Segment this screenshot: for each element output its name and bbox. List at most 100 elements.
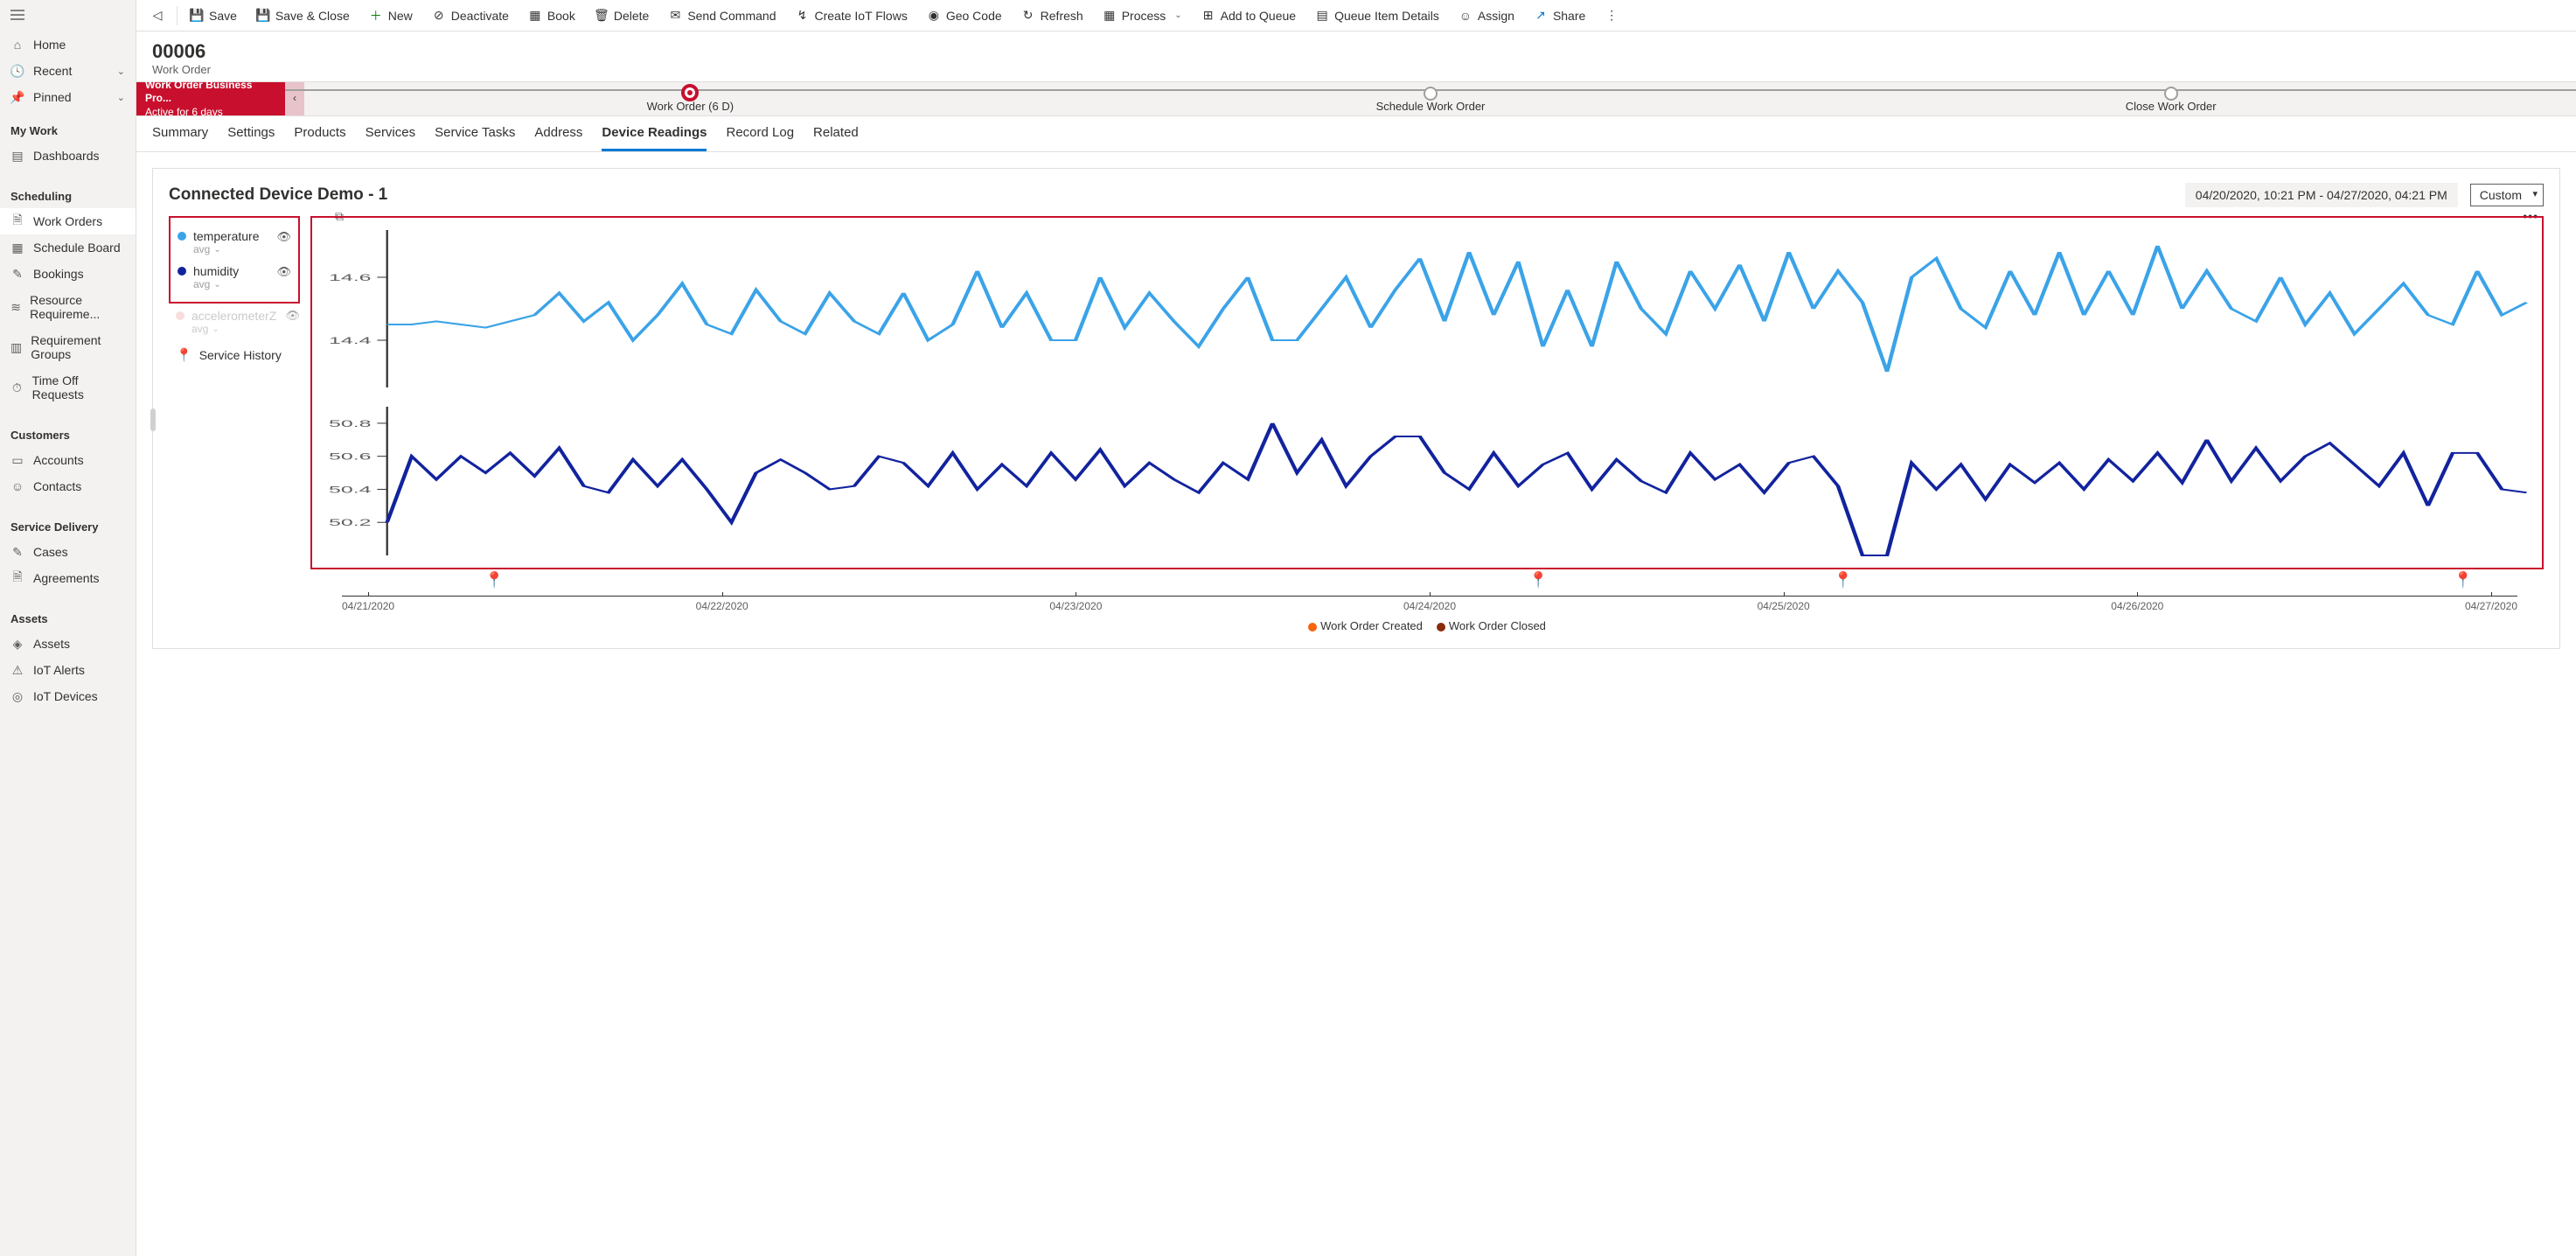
service-marker-icon[interactable]: 📍 — [1528, 571, 1548, 590]
nav-label: Assets — [33, 637, 70, 651]
nav-item[interactable]: ◈Assets — [0, 631, 136, 657]
marker-row: 📍 📍 📍 📍 — [342, 571, 2517, 594]
nav-item[interactable]: 🗎Work Orders — [0, 208, 136, 234]
nav-label: Home — [33, 38, 66, 52]
cmd-icon: ▦ — [1103, 9, 1117, 23]
cmd-icon: ▦ — [528, 9, 542, 23]
chevron-down-icon: ⌄ — [213, 280, 220, 290]
cmd-icon: 🗑 — [595, 9, 609, 23]
legend-entry: Work Order Created — [1308, 619, 1423, 632]
process-stage[interactable]: Close Work Order — [1800, 86, 2541, 113]
date-range[interactable]: 04/20/2020, 10:21 PM - 04/27/2020, 04:21… — [2185, 183, 2458, 207]
tab-list: Summary Settings Products Services Service T… — [136, 116, 2576, 152]
nav-item[interactable]: ▤Dashboards — [0, 143, 136, 169]
nav-item[interactable]: ✎Cases — [0, 539, 136, 565]
nav-label: IoT Alerts — [33, 663, 85, 677]
nav-icon: ◎ — [10, 689, 24, 703]
cmd-refresh[interactable]: ↻Refresh — [1013, 0, 1092, 31]
cmd-share[interactable]: ↗Share — [1525, 0, 1594, 31]
nav-item[interactable]: ◎IoT Devices — [0, 683, 136, 709]
cmd-book[interactable]: ▦Book — [519, 0, 584, 31]
service-marker-icon[interactable]: 📍 — [1834, 571, 1853, 590]
visibility-toggle-icon[interactable]: 👁 — [276, 230, 291, 244]
nav-item[interactable]: ▥Requirement Groups — [0, 327, 136, 367]
service-history-toggle[interactable]: 📍 Service History — [169, 340, 300, 370]
legend-series-humidity[interactable]: humidity avg ⌄ 👁 — [178, 260, 291, 295]
nav-icon: ▥ — [10, 340, 22, 354]
sidebar: ⌂Home🕓Recent⌄📌Pinned⌄ My Work▤Dashboards… — [0, 0, 136, 1256]
cmd-add-to-queue[interactable]: ⊞Add to Queue — [1193, 0, 1305, 31]
nav-label: Dashboards — [33, 149, 100, 163]
back-button[interactable]: ◁ — [142, 0, 173, 31]
tab-summary[interactable]: Summary — [152, 125, 208, 151]
nav-item[interactable]: ▦Schedule Board — [0, 234, 136, 261]
tab-services[interactable]: Services — [366, 125, 416, 151]
series-agg[interactable]: avg ⌄ — [191, 323, 293, 335]
cmd-save-close[interactable]: 💾Save & Close — [247, 0, 359, 31]
legend-series-accelerometerZ[interactable]: accelerometerZ avg ⌄ 👁 — [169, 304, 300, 340]
nav-item[interactable]: ▭Accounts — [0, 447, 136, 473]
nav-item[interactable]: 🗎Agreements — [0, 565, 136, 591]
series-agg[interactable]: avg ⌄ — [193, 243, 291, 255]
x-tick-label: 04/26/2020 — [2111, 600, 2163, 612]
tab-settings[interactable]: Settings — [227, 125, 275, 151]
process-stage[interactable]: Schedule Work Order — [1061, 86, 1801, 113]
nav-item[interactable]: ≋Resource Requireme... — [0, 287, 136, 327]
chevron-down-icon: ⌄ — [117, 66, 125, 77]
tab-service-tasks[interactable]: Service Tasks — [435, 125, 515, 151]
range-mode-select[interactable]: Custom — [2470, 184, 2544, 206]
nav-item[interactable]: ✎Bookings — [0, 261, 136, 287]
cmd-deactivate[interactable]: ⊘Deactivate — [423, 0, 518, 31]
cmd-label: New — [388, 9, 413, 23]
nav-icon: ≋ — [10, 300, 21, 314]
nav-label: Bookings — [33, 267, 84, 281]
tab-record-log[interactable]: Record Log — [726, 125, 794, 151]
series-agg[interactable]: avg ⌄ — [193, 278, 291, 290]
legend-series-temperature[interactable]: temperature avg ⌄ 👁 — [178, 225, 291, 260]
service-marker-icon[interactable]: 📍 — [484, 571, 504, 590]
process-stage[interactable]: Work Order (6 D) — [320, 86, 1061, 113]
nav-group-title: Assets — [0, 605, 136, 631]
visibility-toggle-icon[interactable]: 👁 — [276, 265, 291, 279]
nav-icon: ▦ — [10, 241, 24, 255]
nav-item-pinned[interactable]: 📌Pinned⌄ — [0, 84, 136, 110]
cmd-assign[interactable]: ☺Assign — [1450, 0, 1523, 31]
svg-text:50.8: 50.8 — [329, 419, 372, 429]
cmd-new[interactable]: ＋New — [360, 0, 421, 31]
pin-icon: 📍 — [176, 347, 192, 363]
cmd-geo-code[interactable]: ◉Geo Code — [918, 0, 1011, 31]
tab-device-readings[interactable]: Device Readings — [602, 125, 707, 151]
overflow-button[interactable]: ⋮ — [1596, 0, 1627, 31]
nav-icon: 🗎 — [10, 571, 24, 585]
cmd-create-iot-flows[interactable]: ↯Create IoT Flows — [786, 0, 916, 31]
svg-text:14.6: 14.6 — [329, 273, 372, 283]
tab-related[interactable]: Related — [813, 125, 859, 151]
cmd-send-command[interactable]: ✉Send Command — [659, 0, 784, 31]
svg-text:50.6: 50.6 — [329, 452, 372, 463]
cmd-queue-item-details[interactable]: ▤Queue Item Details — [1306, 0, 1448, 31]
visibility-toggle-icon[interactable]: 👁 — [285, 309, 300, 323]
nav-item[interactable]: ☺Contacts — [0, 473, 136, 499]
main: ◁ 💾Save💾Save & Close＋New⊘Deactivate▦Book… — [136, 0, 2576, 1256]
nav-item-home[interactable]: ⌂Home — [0, 31, 136, 58]
command-bar: ◁ 💾Save💾Save & Close＋New⊘Deactivate▦Book… — [136, 0, 2576, 31]
cmd-delete[interactable]: 🗑Delete — [586, 0, 658, 31]
hamburger-icon[interactable] — [0, 0, 136, 31]
cmd-save[interactable]: 💾Save — [181, 0, 246, 31]
legend-dot — [1308, 623, 1317, 631]
nav-label: Pinned — [33, 90, 72, 104]
nav-item[interactable]: ⏱Time Off Requests — [0, 367, 136, 408]
cmd-icon: ↗ — [1534, 9, 1548, 23]
cmd-icon: ↻ — [1021, 9, 1035, 23]
cmd-process[interactable]: ▦Process⌄ — [1094, 0, 1191, 31]
nav-item-recent[interactable]: 🕓Recent⌄ — [0, 58, 136, 84]
x-tick-label: 04/21/2020 — [342, 600, 394, 612]
nav-item[interactable]: ⚠IoT Alerts — [0, 657, 136, 683]
cmd-icon: ⊞ — [1201, 9, 1215, 23]
tab-address[interactable]: Address — [534, 125, 582, 151]
tab-products[interactable]: Products — [294, 125, 345, 151]
service-marker-icon[interactable]: 📍 — [2454, 571, 2473, 590]
cmd-icon: ◉ — [927, 9, 941, 23]
resize-handle[interactable] — [150, 408, 156, 431]
process-tag[interactable]: Work Order Business Pro... Active for 6 … — [136, 82, 285, 115]
